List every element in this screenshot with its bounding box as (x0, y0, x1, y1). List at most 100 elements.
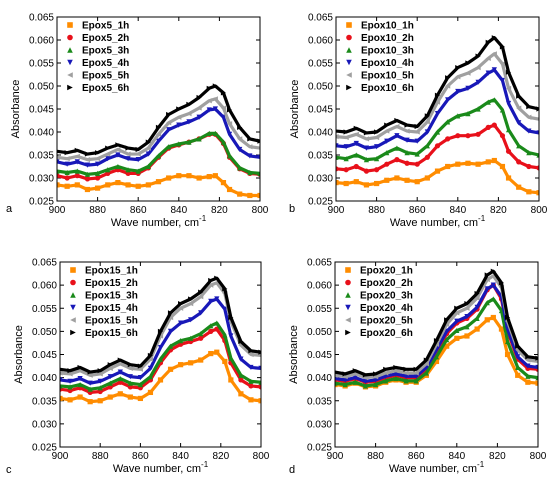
data-point (77, 364, 83, 371)
data-point (155, 131, 162, 137)
data-point (222, 358, 228, 365)
data-point (336, 166, 339, 172)
y-tick-label: 0.025 (307, 443, 332, 454)
data-point (335, 375, 338, 382)
data-point (335, 380, 338, 386)
x-axis-title: Wave number, cm-1 (390, 214, 486, 229)
data-point (336, 180, 339, 186)
data-point (465, 70, 471, 76)
series-group (335, 268, 538, 390)
data-point (57, 168, 60, 174)
panel-letter: d (289, 464, 295, 476)
data-point (238, 377, 244, 383)
data-point (107, 380, 113, 386)
data-point (237, 136, 243, 142)
legend-label: Epox5_1h (82, 21, 129, 32)
x-tick-label: 820 (490, 205, 507, 216)
data-point (137, 395, 143, 402)
series-line (57, 84, 260, 156)
data-point (363, 145, 370, 151)
y-axis-title: Absorbance (288, 325, 300, 384)
data-point (475, 131, 481, 137)
y-tick-label: 0.065 (307, 258, 332, 269)
data-point (433, 354, 440, 360)
data-point (455, 88, 461, 95)
data-point (343, 144, 349, 150)
series-line (60, 350, 261, 404)
data-point (67, 371, 73, 377)
data-point (178, 338, 184, 344)
plot-frame (59, 261, 262, 448)
data-point (145, 139, 151, 145)
data-point (87, 380, 93, 386)
data-point (424, 129, 430, 135)
data-point (125, 182, 131, 188)
y-tick-label: 0.035 (308, 151, 333, 162)
data-point (105, 182, 111, 188)
data-point (157, 328, 164, 334)
data-point (536, 152, 539, 158)
data-point (454, 310, 460, 316)
data-point (57, 182, 60, 188)
data-point (237, 165, 243, 171)
y-tick-label: 0.030 (32, 419, 57, 430)
data-point (226, 131, 233, 137)
data-point (220, 90, 227, 96)
legend-label: Epox15_2h (85, 278, 138, 289)
legend-marker (70, 279, 76, 286)
data-point (393, 375, 399, 382)
data-point (516, 184, 522, 190)
data-point (403, 366, 409, 372)
data-point (115, 142, 121, 148)
data-point (525, 357, 531, 363)
data-point (188, 335, 194, 341)
data-point (196, 94, 202, 101)
data-point (485, 159, 491, 165)
data-point (137, 363, 143, 369)
x-tick-label: 900 (328, 205, 345, 216)
data-point (499, 133, 506, 139)
data-point (384, 122, 390, 128)
data-point (484, 286, 490, 292)
data-point (186, 111, 192, 117)
data-point (499, 44, 506, 50)
data-point (57, 150, 60, 153)
data-point (404, 137, 410, 143)
data-point (257, 146, 260, 150)
legend-label: Epox15_5h (85, 316, 138, 327)
data-point (127, 362, 133, 368)
data-point (222, 332, 228, 338)
data-point (178, 301, 184, 307)
x-tick-label: 820 (489, 451, 506, 462)
data-point (373, 374, 379, 380)
data-point (485, 70, 491, 76)
chart-panel-d: 0.025 0.030 0.035 0.040 0.045 0.050 0.055 0.060… (288, 258, 547, 477)
legend-marker (67, 59, 73, 66)
data-point (60, 370, 63, 376)
data-point (145, 182, 151, 188)
data-point (228, 333, 234, 339)
series-line (336, 158, 539, 195)
series-line (57, 174, 260, 198)
x-tick-label: 880 (367, 451, 384, 462)
data-point (516, 105, 522, 111)
x-tick-label: 900 (52, 451, 69, 462)
data-point (464, 301, 470, 307)
data-point (374, 134, 380, 141)
data-point (115, 180, 121, 186)
data-point (445, 83, 451, 89)
data-point (137, 381, 143, 388)
legend-marker (346, 59, 352, 66)
data-point (166, 111, 172, 118)
series-line (336, 98, 539, 162)
data-point (248, 364, 254, 371)
data-point (206, 130, 212, 136)
data-point (498, 326, 505, 332)
data-point (220, 139, 227, 145)
data-point (220, 114, 227, 120)
data-point (186, 119, 192, 125)
data-point (228, 314, 234, 321)
y-tick-label: 0.035 (307, 396, 332, 407)
data-point (403, 370, 409, 376)
data-point (84, 162, 91, 168)
